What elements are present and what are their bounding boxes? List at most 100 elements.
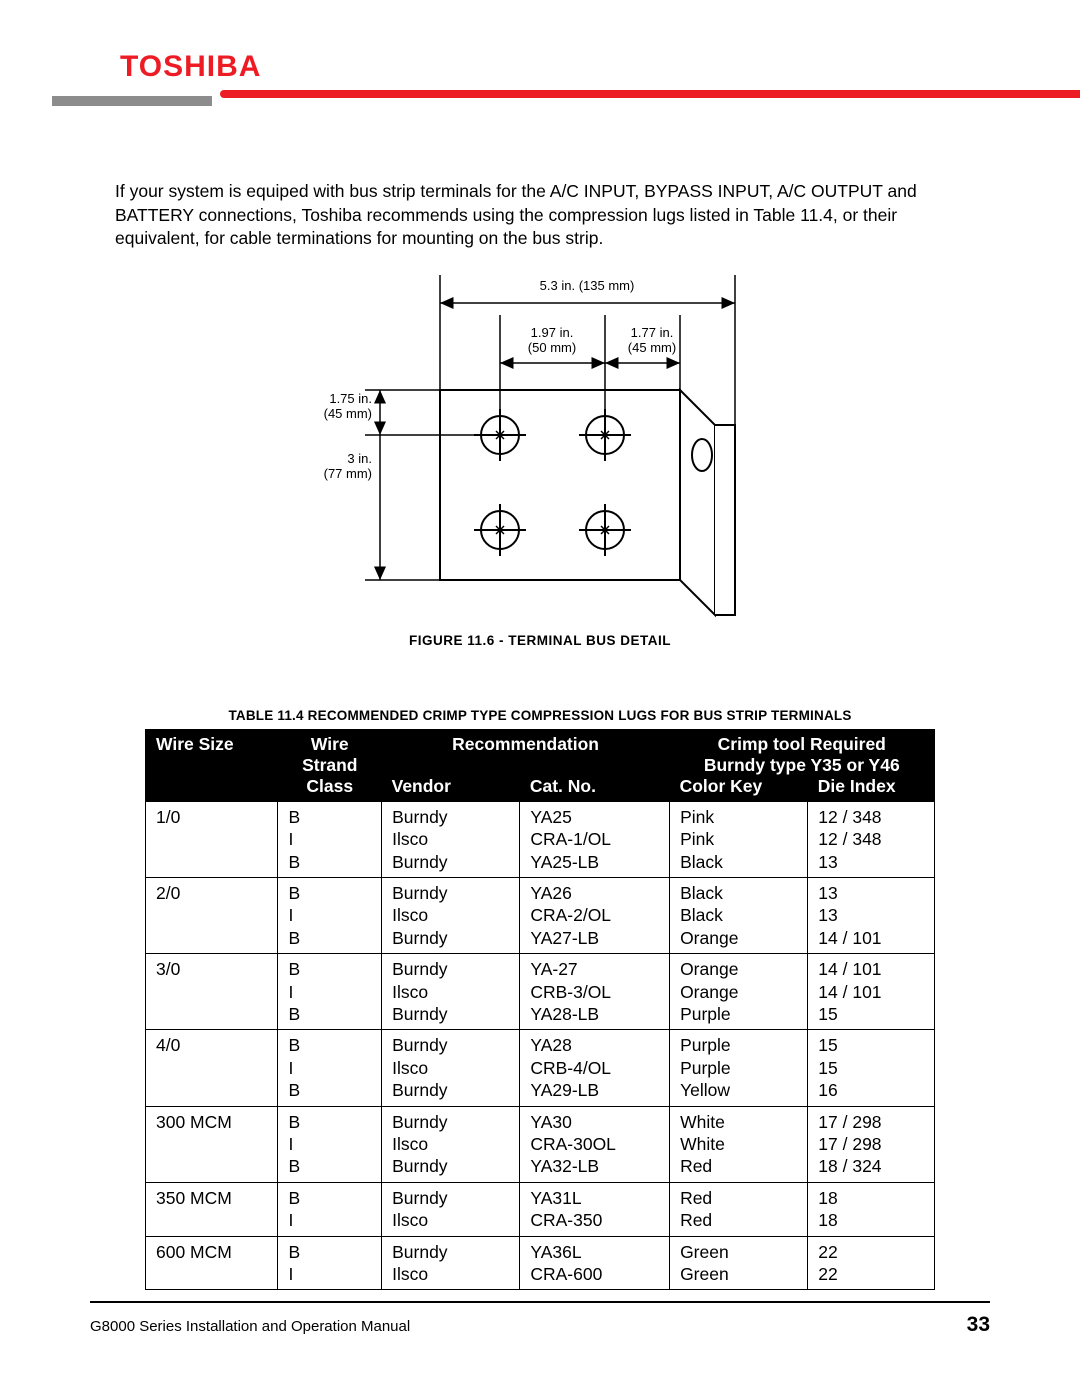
th-die-index: Die Index [808, 776, 935, 802]
cell-vendor: Ilsco [382, 1133, 520, 1155]
cell-strand-class: B [278, 954, 382, 981]
cell-strand-class: B [278, 878, 382, 905]
cell-color-key: Red [670, 1209, 808, 1236]
cell-strand-class: B [278, 1030, 382, 1057]
cell-color-key: Yellow [670, 1079, 808, 1106]
cell-cat-no: CRA-600 [520, 1263, 670, 1290]
cell-color-key: Black [670, 904, 808, 926]
cell-die-index: 13 [808, 878, 935, 905]
compression-lugs-table: Wire Size WireStrandClass Recommendation… [145, 729, 935, 1290]
cell-wire-size: 3/0 [146, 954, 278, 981]
dim-inner-right-mm: (45 mm) [628, 340, 676, 355]
cell-color-key: Red [670, 1155, 808, 1182]
cell-wire-size [146, 927, 278, 954]
cell-cat-no: YA26 [520, 878, 670, 905]
cell-vendor: Burndy [382, 1155, 520, 1182]
cell-color-key: Black [670, 851, 808, 878]
cell-strand-class: I [278, 904, 382, 926]
table-row: BBurndyYA32-LBRed18 / 324 [146, 1155, 935, 1182]
dim-height-top: 1.75 in. [329, 391, 372, 406]
cell-wire-size [146, 981, 278, 1003]
cell-cat-no: YA29-LB [520, 1079, 670, 1106]
figure-caption: FIGURE 11.6 - TERMINAL BUS DETAIL [90, 633, 990, 648]
table-row: IIlscoCRA-30OLWhite17 / 298 [146, 1133, 935, 1155]
cell-die-index: 12 / 348 [808, 801, 935, 828]
cell-cat-no: CRA-350 [520, 1209, 670, 1236]
cell-vendor: Burndy [382, 1236, 520, 1263]
cell-vendor: Burndy [382, 801, 520, 828]
dim-height-full-mm: (77 mm) [324, 466, 372, 481]
cell-vendor: Burndy [382, 1182, 520, 1209]
cell-wire-size: 600 MCM [146, 1236, 278, 1263]
cell-strand-class: B [278, 1155, 382, 1182]
cell-cat-no: CRA-1/OL [520, 828, 670, 850]
table-row: IIlscoCRA-1/OLPink12 / 348 [146, 828, 935, 850]
terminal-bus-diagram: 5.3 in. (135 mm) 1.97 in. (50 mm) 1.77 i… [90, 275, 990, 625]
table-row: 300 MCMBBurndyYA30White17 / 298 [146, 1106, 935, 1133]
footer-page-number: 33 [967, 1313, 990, 1337]
cell-die-index: 22 [808, 1236, 935, 1263]
cell-vendor: Ilsco [382, 981, 520, 1003]
cell-strand-class: B [278, 851, 382, 878]
cell-vendor: Burndy [382, 1106, 520, 1133]
cell-cat-no: CRB-4/OL [520, 1057, 670, 1079]
cell-color-key: Green [670, 1236, 808, 1263]
cell-vendor: Burndy [382, 1079, 520, 1106]
th-vendor: Vendor [382, 776, 520, 802]
cell-color-key: Purple [670, 1057, 808, 1079]
cell-color-key: Pink [670, 828, 808, 850]
cell-vendor: Burndy [382, 851, 520, 878]
table-caption: TABLE 11.4 RECOMMENDED CRIMP TYPE COMPRE… [90, 708, 990, 723]
cell-wire-size [146, 1003, 278, 1030]
cell-color-key: Red [670, 1182, 808, 1209]
cell-strand-class: I [278, 981, 382, 1003]
table-row: 600 MCMBBurndyYA36LGreen22 [146, 1236, 935, 1263]
cell-color-key: Purple [670, 1003, 808, 1030]
cell-strand-class: B [278, 1236, 382, 1263]
cell-die-index: 14 / 101 [808, 927, 935, 954]
dim-height-full: 3 in. [347, 451, 372, 466]
cell-die-index: 18 [808, 1182, 935, 1209]
cell-wire-size [146, 1079, 278, 1106]
cell-vendor: Ilsco [382, 1057, 520, 1079]
cell-die-index: 15 [808, 1003, 935, 1030]
cell-vendor: Ilsco [382, 1263, 520, 1290]
cell-wire-size: 2/0 [146, 878, 278, 905]
cell-strand-class: B [278, 1106, 382, 1133]
table-row: BBurndyYA27-LBOrange14 / 101 [146, 927, 935, 954]
cell-die-index: 12 / 348 [808, 828, 935, 850]
cell-strand-class: I [278, 1263, 382, 1290]
cell-die-index: 22 [808, 1263, 935, 1290]
cell-color-key: Orange [670, 954, 808, 981]
cell-strand-class: B [278, 801, 382, 828]
cell-wire-size: 300 MCM [146, 1106, 278, 1133]
cell-strand-class: B [278, 1079, 382, 1106]
cell-cat-no: YA30 [520, 1106, 670, 1133]
cell-die-index: 17 / 298 [808, 1133, 935, 1155]
cell-strand-class: I [278, 1209, 382, 1236]
cell-color-key: Orange [670, 927, 808, 954]
cell-strand-class: I [278, 828, 382, 850]
cell-die-index: 18 [808, 1209, 935, 1236]
cell-cat-no: YA31L [520, 1182, 670, 1209]
cell-cat-no: CRA-30OL [520, 1133, 670, 1155]
cell-die-index: 14 / 101 [808, 954, 935, 981]
cell-wire-size [146, 1057, 278, 1079]
header-accent [90, 90, 990, 110]
cell-color-key: White [670, 1106, 808, 1133]
cell-wire-size [146, 1209, 278, 1236]
cell-cat-no: CRA-2/OL [520, 904, 670, 926]
th-wire-size: Wire Size [146, 729, 278, 801]
cell-wire-size: 350 MCM [146, 1182, 278, 1209]
table-row: 3/0BBurndyYA-27Orange14 / 101 [146, 954, 935, 981]
cell-strand-class: B [278, 1003, 382, 1030]
cell-die-index: 16 [808, 1079, 935, 1106]
cell-die-index: 18 / 324 [808, 1155, 935, 1182]
cell-cat-no: YA25-LB [520, 851, 670, 878]
table-row: BBurndyYA29-LBYellow16 [146, 1079, 935, 1106]
table-row: BBurndyYA28-LBPurple15 [146, 1003, 935, 1030]
cell-vendor: Ilsco [382, 904, 520, 926]
cell-wire-size [146, 1155, 278, 1182]
table-row: 350 MCMBBurndyYA31LRed18 [146, 1182, 935, 1209]
cell-wire-size: 1/0 [146, 801, 278, 828]
